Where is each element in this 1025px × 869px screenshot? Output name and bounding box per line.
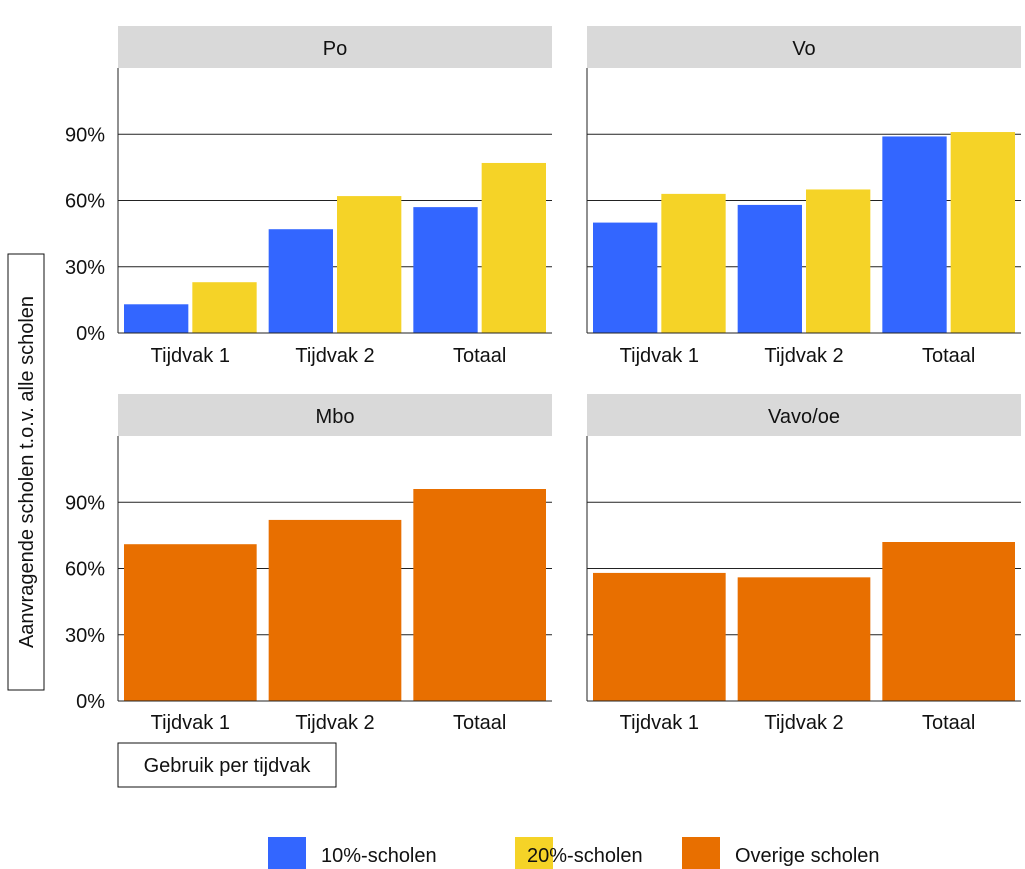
bar <box>661 193 726 333</box>
x-tick-label: Tijdvak 1 <box>620 345 699 367</box>
legend-label: 10%-scholen <box>321 845 437 867</box>
bar <box>806 189 871 333</box>
bar <box>882 542 1015 701</box>
legend-swatch <box>682 837 720 869</box>
x-tick-label: Totaal <box>453 345 506 367</box>
bar <box>413 207 478 333</box>
bar <box>593 222 658 333</box>
bar <box>124 544 257 701</box>
legend-swatch <box>515 837 553 869</box>
x-tick-label: Tijdvak 2 <box>764 345 843 367</box>
y-tick-label: 60% <box>65 191 105 213</box>
y-tick-label: 60% <box>65 559 105 581</box>
bar <box>950 132 1015 333</box>
x-axis-title-box <box>117 742 337 788</box>
y-tick-label: 0% <box>76 323 105 345</box>
x-axis-title: Gebruik per tijdvak <box>144 755 312 777</box>
bar <box>737 204 802 333</box>
legend-swatch <box>268 837 306 869</box>
panel-strip <box>118 394 552 436</box>
y-tick-label: 0% <box>76 691 105 713</box>
panel-title: Vavo/oe <box>768 406 840 428</box>
legend-label: Overige scholen <box>735 845 880 867</box>
x-tick-label: Tijdvak 2 <box>764 712 843 734</box>
bar <box>124 304 189 333</box>
bar <box>337 196 402 333</box>
legend-label: 20%-scholen <box>527 845 643 867</box>
x-tick-label: Tijdvak 2 <box>295 712 374 734</box>
x-tick-label: Totaal <box>922 712 975 734</box>
y-axis-title: Aanvragende scholen t.o.v. alle scholen <box>16 296 38 648</box>
x-tick-label: Totaal <box>922 345 975 367</box>
bar <box>737 577 871 701</box>
bar <box>593 572 726 701</box>
bar <box>268 229 333 333</box>
x-tick-label: Totaal <box>453 712 506 734</box>
x-tick-label: Tijdvak 1 <box>620 712 699 734</box>
panel-strip <box>587 394 1021 436</box>
x-tick-label: Tijdvak 1 <box>151 712 230 734</box>
panel-title: Po <box>323 38 347 60</box>
panel-title: Mbo <box>316 406 355 428</box>
x-tick-label: Tijdvak 1 <box>151 345 230 367</box>
y-tick-label: 90% <box>65 492 105 514</box>
y-tick-label: 30% <box>65 257 105 279</box>
bar <box>192 282 257 333</box>
bar <box>413 489 546 701</box>
y-tick-label: 90% <box>65 124 105 146</box>
bar <box>268 519 402 701</box>
panel-strip <box>118 26 552 68</box>
bar <box>481 162 546 333</box>
panel-title: Vo <box>792 38 815 60</box>
panel-strip <box>587 26 1021 68</box>
x-tick-label: Tijdvak 2 <box>295 345 374 367</box>
y-axis-title-box <box>7 253 45 691</box>
y-tick-label: 30% <box>65 625 105 647</box>
bar <box>882 136 947 333</box>
